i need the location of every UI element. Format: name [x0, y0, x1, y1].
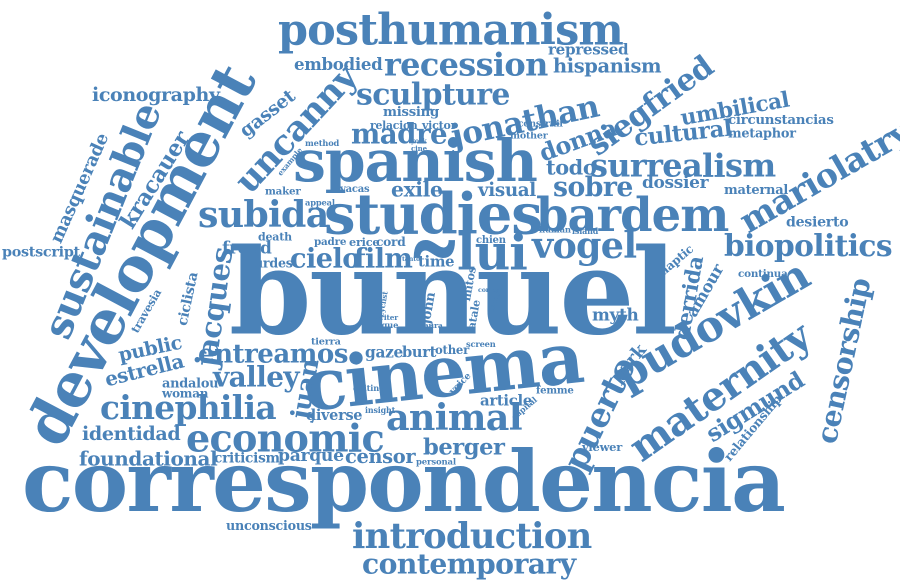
word-economic: economic	[186, 416, 385, 462]
word-time: time	[418, 252, 455, 271]
word-screen: screen	[466, 338, 496, 350]
word-postscript: postscript	[1, 243, 80, 261]
word-criticism: criticism	[213, 449, 280, 467]
word-writer: writer	[374, 312, 398, 323]
word-tanto: tanto	[402, 254, 421, 263]
word-spanish: spanish	[293, 126, 538, 196]
word-other: other	[435, 343, 470, 357]
word-york: york	[410, 136, 427, 145]
word-laura: laura	[420, 320, 443, 330]
word-victor: victor	[422, 119, 457, 132]
word-bunuel: buñuel	[228, 223, 677, 363]
word-introduction: introduction	[351, 515, 592, 557]
word-chien: chien	[476, 235, 506, 246]
word-maternal: maternal	[724, 183, 789, 198]
word-cinephilia: cinephilia	[100, 389, 277, 428]
word-human: human	[538, 225, 571, 236]
word-madre: madre	[351, 118, 448, 151]
word-posthumanism: posthumanism	[277, 4, 624, 55]
word-lui: lui	[457, 223, 528, 281]
word-argue: argue	[372, 321, 399, 331]
word-identidad: identidad	[82, 422, 181, 446]
word-censorship: censorship	[809, 275, 878, 447]
word-sobre: sobre	[553, 170, 633, 203]
word-gaze: gaze	[365, 344, 404, 363]
word-sculpture: sculpture	[355, 76, 510, 112]
word-construir: construir	[518, 118, 565, 129]
word-erice: erice	[349, 235, 380, 249]
word-andalou: andalou	[162, 375, 219, 391]
word-myth: myth	[592, 305, 639, 326]
word-exile: exile	[391, 178, 443, 203]
word-tierra: tierra	[310, 335, 341, 348]
word-freud: freud	[221, 238, 272, 259]
word-mother: mother	[509, 129, 548, 142]
word-bardem: bardem	[536, 187, 729, 242]
word-censor: censor	[345, 444, 416, 468]
word-vogel: vogel	[531, 224, 637, 268]
word-recession: recession	[383, 46, 548, 84]
word-entreamos: entreamos	[198, 337, 348, 370]
word-personal: personal	[415, 457, 456, 468]
word-vacas: vacas	[340, 184, 370, 195]
word-island: island	[572, 226, 599, 236]
word-method: method	[305, 139, 340, 149]
word-animal: animal	[385, 396, 523, 439]
word-cord: cord	[375, 235, 406, 250]
word-dossier: dossier	[642, 173, 709, 193]
word-parque: parque	[277, 445, 344, 466]
word-contemporary: contemporary	[362, 546, 576, 580]
word-desierto: desierto	[785, 214, 849, 231]
word-maker: maker	[264, 185, 301, 197]
word-subida: subida	[197, 193, 329, 237]
word-unconscious: unconscious	[225, 519, 312, 534]
word-diverse: diverse	[306, 406, 363, 424]
word-death: death	[257, 230, 292, 244]
word-hurdes: hurdes	[244, 256, 293, 272]
word-foundational: foundational	[79, 447, 218, 471]
word-berger: berger	[422, 432, 505, 461]
word-viewer: viewer	[582, 440, 623, 454]
word-surrealism: surrealism	[589, 147, 776, 185]
word-todo: todo	[545, 154, 597, 180]
word-femme: femme	[535, 384, 574, 396]
word-repressed: repressed	[547, 41, 629, 59]
word-burt: burt	[402, 343, 437, 361]
word-studies: studies	[323, 181, 543, 247]
word-insight: insight	[365, 406, 396, 416]
word-circunstancias: circunstancias	[727, 112, 834, 128]
word-visual: visual	[478, 179, 536, 202]
word-cielo: cielo	[290, 243, 360, 275]
word-biopolitics: biopolitics	[723, 229, 893, 264]
word-appeal: appeal	[304, 199, 335, 209]
word-woman: woman	[162, 387, 209, 402]
word-article: article	[480, 391, 533, 410]
word-valley: valley	[212, 359, 300, 394]
word-embodied: embodied	[294, 55, 383, 75]
word-como: como	[478, 285, 497, 294]
word-metaphor: metaphor	[727, 126, 796, 142]
word-relacion: relacion	[369, 119, 418, 132]
word-continua: continua	[737, 267, 788, 280]
word-padre: padre	[314, 235, 347, 248]
word-iconography: iconography	[91, 83, 220, 107]
word-film: film	[353, 243, 413, 275]
word-editing: editing	[352, 384, 385, 394]
word-hispanism: hispanism	[552, 55, 662, 78]
word-cine: cine	[411, 144, 427, 153]
word-correspondencia: correspondencia	[22, 431, 786, 532]
word-missing: missing	[383, 104, 439, 121]
